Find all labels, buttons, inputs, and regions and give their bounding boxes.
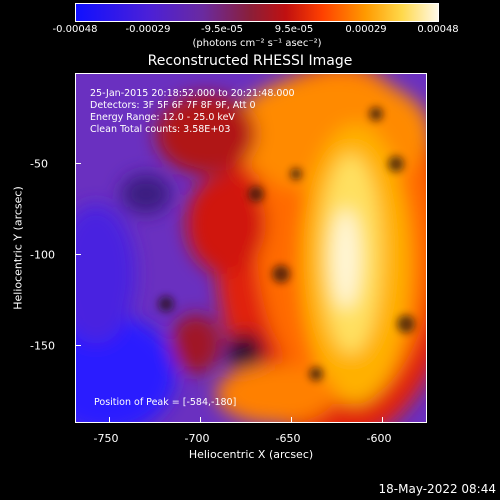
y-tick <box>75 163 81 164</box>
footer-date: 18-May-2022 08:44 <box>378 482 496 496</box>
annotation-detectors: Detectors: 3F 5F 6F 7F 8F 9F, Att 0 <box>90 100 256 111</box>
x-tick <box>200 417 201 423</box>
y-tick-label: -50 <box>30 157 48 171</box>
colorbar-units: (photons cm⁻² s⁻¹ asec⁻²) <box>192 38 322 49</box>
colorbar <box>75 3 439 22</box>
x-tick-label: -700 <box>184 432 210 445</box>
image-heatmap <box>76 74 426 422</box>
y-tick <box>75 345 81 346</box>
colorbar-tick-label: -0.00048 <box>52 24 98 35</box>
annotation-method: Clean Total counts: 3.58E+03 <box>90 124 231 135</box>
x-tick-label: -750 <box>93 432 119 445</box>
x-axis-label: Heliocentric X (arcsec) <box>188 448 314 461</box>
x-tick <box>109 417 110 423</box>
annotation-peak-position: Position of Peak = [-584,-180] <box>94 397 237 408</box>
x-tick <box>382 417 383 423</box>
x-tick <box>291 417 292 423</box>
plot-title: Reconstructed RHESSI Image <box>147 53 353 69</box>
x-tick-label: -600 <box>366 432 392 445</box>
annotation-time-range: 25-Jan-2015 20:18:52.000 to 20:21:48.000 <box>90 88 295 99</box>
colorbar-tick-label: 9.5e-05 <box>274 24 314 35</box>
colorbar-tick-label: 0.00029 <box>345 24 387 35</box>
y-tick <box>75 254 81 255</box>
colorbar-tick-label: 0.00048 <box>417 24 459 35</box>
rhessi-image: 25-Jan-2015 20:18:52.000 to 20:21:48.000… <box>75 73 427 423</box>
colorbar-tick-label: -0.00029 <box>125 24 171 35</box>
y-tick-label: -150 <box>30 339 55 353</box>
colorbar-tick-label: -9.5e-05 <box>201 24 243 35</box>
annotation-energy: Energy Range: 12.0 - 25.0 keV <box>90 112 235 123</box>
x-tick-label: -650 <box>275 432 301 445</box>
y-tick-label: -100 <box>30 248 55 262</box>
y-axis-label: Heliocentric Y (arcsec) <box>11 186 25 310</box>
